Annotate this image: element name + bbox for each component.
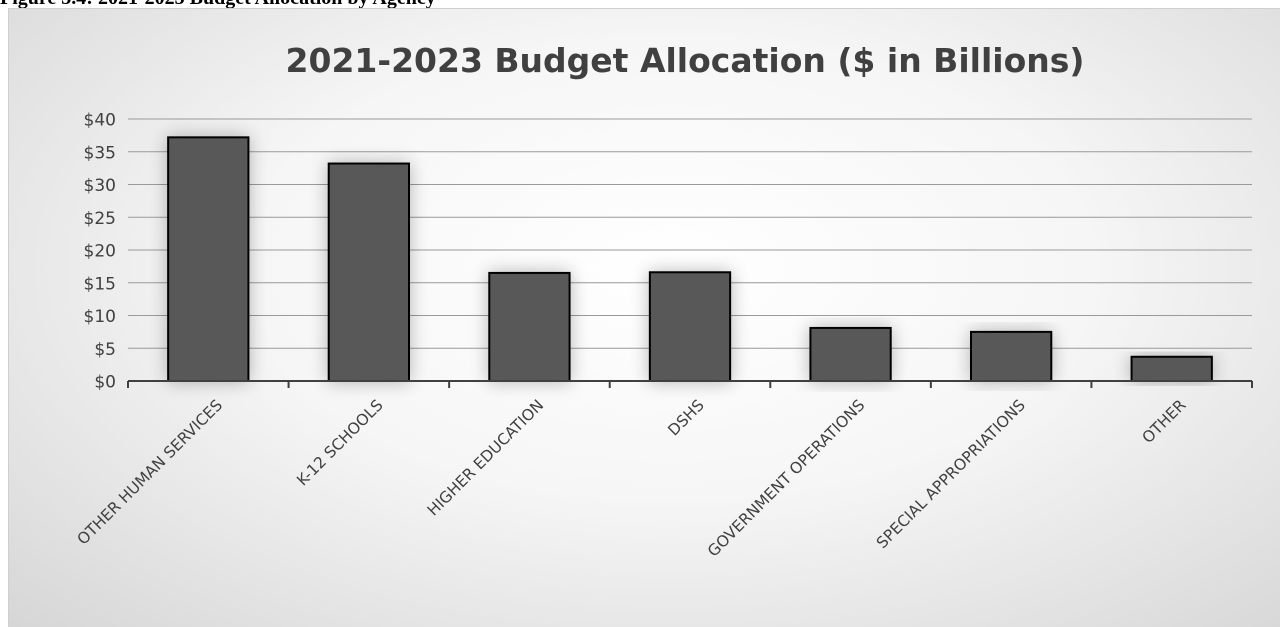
x-category-label: K-12 SCHOOLS	[293, 396, 386, 489]
y-tick-label: $20	[84, 242, 116, 262]
x-category-label: SPECIAL APPROPRIATIONS	[873, 396, 1029, 552]
y-tick-label: $10	[84, 307, 116, 327]
bar	[1130, 355, 1213, 383]
y-tick-label: $35	[84, 143, 116, 163]
chart-title: 2021-2023 Budget Allocation ($ in Billio…	[286, 41, 1085, 80]
bar	[809, 326, 892, 383]
bar	[327, 162, 411, 382]
x-category-label: OTHER	[1139, 396, 1190, 447]
bar-chart: 2021-2023 Budget Allocation ($ in Billio…	[74, 41, 1253, 560]
y-tick-label: $15	[84, 274, 116, 294]
y-tick-label: $25	[84, 209, 116, 229]
bar	[970, 330, 1053, 382]
y-tick-label: $0	[94, 373, 116, 393]
x-category-label: DSHS	[664, 396, 707, 439]
chart-area: 2021-2023 Budget Allocation ($ in Billio…	[8, 8, 1280, 627]
bar	[648, 271, 732, 382]
x-category-label: GOVERNMENT OPERATIONS	[704, 396, 868, 560]
bar	[167, 136, 250, 382]
y-tick-label: $40	[84, 111, 116, 131]
y-tick-label: $5	[94, 340, 116, 360]
x-category-label: OTHER HUMAN SERVICES	[74, 396, 226, 548]
y-tick-label: $30	[84, 176, 116, 196]
x-category-label: HIGHER EDUCATION	[424, 396, 547, 519]
figure-caption: Figure 3.4: 2021-2023 Budget Allocation …	[0, 0, 436, 9]
bar	[488, 271, 571, 382]
